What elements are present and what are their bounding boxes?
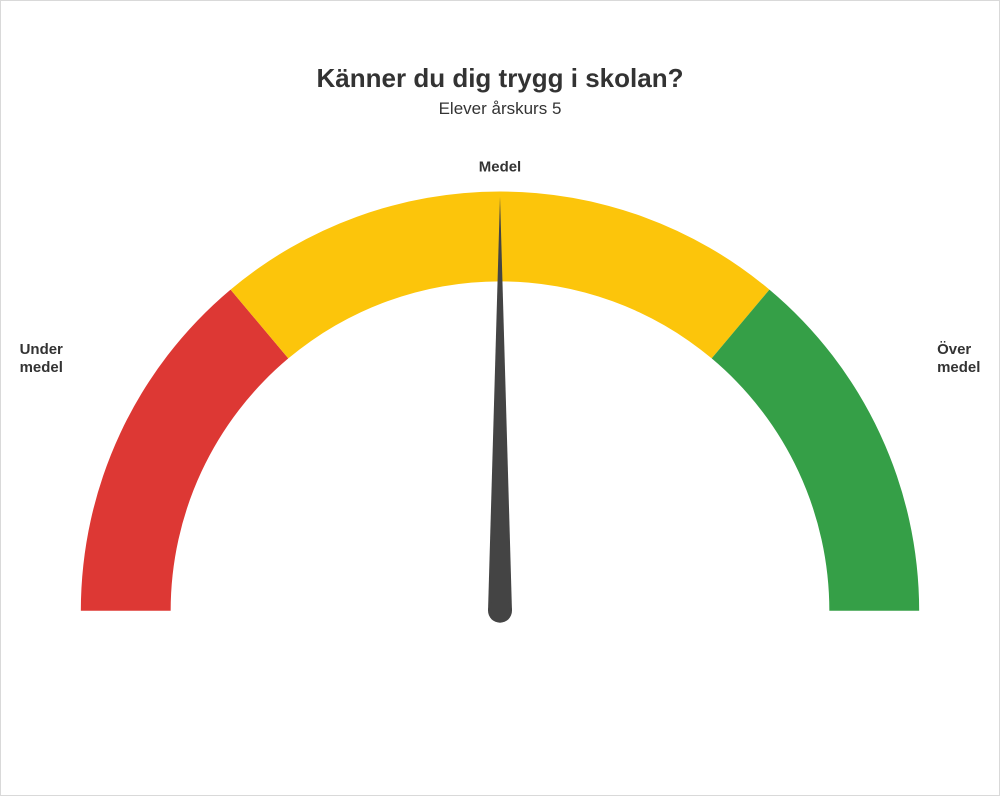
chart-frame: Känner du dig trygg i skolan? Elever års… [0,0,1000,796]
gauge-label-right-2: medel [937,359,980,376]
gauge-label-left-2: medel [20,359,63,376]
gauge-label-right-1: Över [937,341,971,358]
chart-subtitle: Elever årskurs 5 [1,99,999,119]
gauge-segment-2 [712,290,919,611]
gauge-pivot [488,599,512,623]
gauge-label-top: Medel [479,161,521,176]
gauge-chart: MedelUndermedelÖvermedel [1,161,999,781]
chart-title: Känner du dig trygg i skolan? [1,63,999,94]
gauge-svg: MedelUndermedelÖvermedel [1,161,999,781]
gauge-segment-0 [81,290,288,611]
gauge-label-left-1: Under [20,341,63,358]
